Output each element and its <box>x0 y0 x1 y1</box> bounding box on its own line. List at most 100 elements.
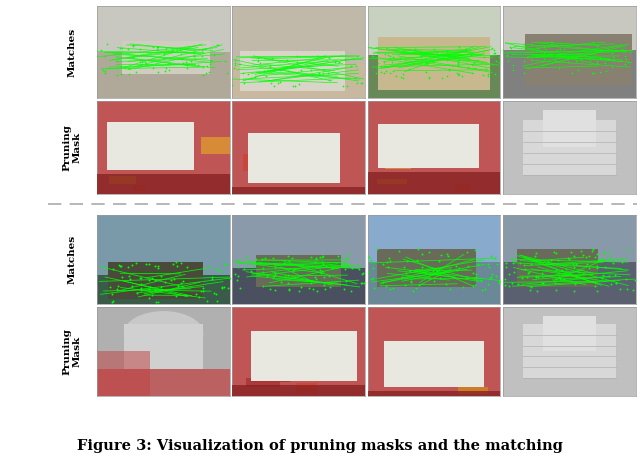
Point <box>356 79 366 86</box>
Point <box>310 254 321 262</box>
Point <box>621 285 632 292</box>
Point <box>525 287 535 294</box>
Point <box>316 258 326 266</box>
Bar <box>232 187 365 194</box>
Point <box>494 53 504 61</box>
Point <box>100 52 110 60</box>
Point <box>508 259 518 266</box>
Point <box>144 285 154 293</box>
Point <box>462 274 472 282</box>
Point <box>320 285 330 292</box>
Point <box>190 55 200 62</box>
Point <box>502 51 512 59</box>
Point <box>454 264 464 272</box>
Point <box>470 273 481 280</box>
Point <box>108 297 118 305</box>
Point <box>340 277 351 285</box>
Point <box>458 283 468 291</box>
Point <box>264 62 275 70</box>
Bar <box>450 367 466 382</box>
Bar <box>455 184 470 192</box>
Point <box>470 270 481 278</box>
Point <box>225 274 235 281</box>
Point <box>520 266 530 273</box>
Point <box>198 284 209 291</box>
Point <box>394 247 404 255</box>
Point <box>412 256 422 263</box>
Point <box>611 280 621 287</box>
Point <box>503 57 513 64</box>
Point <box>134 275 145 282</box>
Point <box>317 69 328 76</box>
Bar <box>97 6 230 52</box>
Point <box>314 69 324 76</box>
Point <box>227 81 237 88</box>
Point <box>189 50 199 57</box>
Point <box>354 265 364 272</box>
Point <box>378 278 388 285</box>
Point <box>483 261 493 268</box>
Point <box>435 274 445 282</box>
Point <box>405 278 415 285</box>
Point <box>567 54 577 62</box>
Point <box>498 47 508 54</box>
Point <box>257 265 268 272</box>
Point <box>260 255 271 262</box>
Bar <box>251 372 289 382</box>
Point <box>454 55 465 62</box>
Point <box>537 269 547 276</box>
Point <box>627 286 637 293</box>
Point <box>369 284 379 291</box>
Point <box>255 260 266 267</box>
Point <box>500 263 511 270</box>
Point <box>275 78 285 85</box>
Point <box>552 47 563 54</box>
Point <box>202 297 212 305</box>
Point <box>150 286 160 293</box>
Point <box>259 268 269 275</box>
Point <box>251 255 261 262</box>
Point <box>193 62 204 69</box>
Point <box>597 254 607 262</box>
Point <box>451 69 461 76</box>
Point <box>136 281 147 288</box>
Point <box>554 64 564 72</box>
Point <box>161 64 172 72</box>
Point <box>257 255 267 263</box>
Point <box>346 287 356 295</box>
Bar <box>523 325 616 378</box>
Point <box>100 70 110 77</box>
Point <box>191 290 201 297</box>
Point <box>127 283 137 290</box>
Point <box>222 69 232 76</box>
Bar <box>122 41 210 74</box>
Point <box>143 294 154 302</box>
Point <box>394 54 404 62</box>
Point <box>576 247 586 255</box>
Point <box>463 262 473 269</box>
Point <box>197 52 207 60</box>
Point <box>623 59 633 66</box>
Point <box>625 49 636 56</box>
Point <box>219 284 229 291</box>
Point <box>623 247 633 254</box>
Point <box>321 263 331 270</box>
Point <box>428 59 438 66</box>
Point <box>442 48 452 55</box>
Bar <box>382 137 403 153</box>
Point <box>431 267 442 274</box>
Bar <box>275 64 279 91</box>
Bar <box>378 124 479 168</box>
Point <box>421 49 431 56</box>
Point <box>376 68 386 75</box>
Point <box>159 278 170 285</box>
Point <box>136 62 146 69</box>
Point <box>508 62 518 69</box>
Point <box>592 264 602 271</box>
Point <box>363 269 373 276</box>
Point <box>117 44 127 51</box>
Point <box>125 276 136 283</box>
Bar <box>195 52 200 74</box>
Bar <box>97 174 230 194</box>
Point <box>317 253 328 261</box>
